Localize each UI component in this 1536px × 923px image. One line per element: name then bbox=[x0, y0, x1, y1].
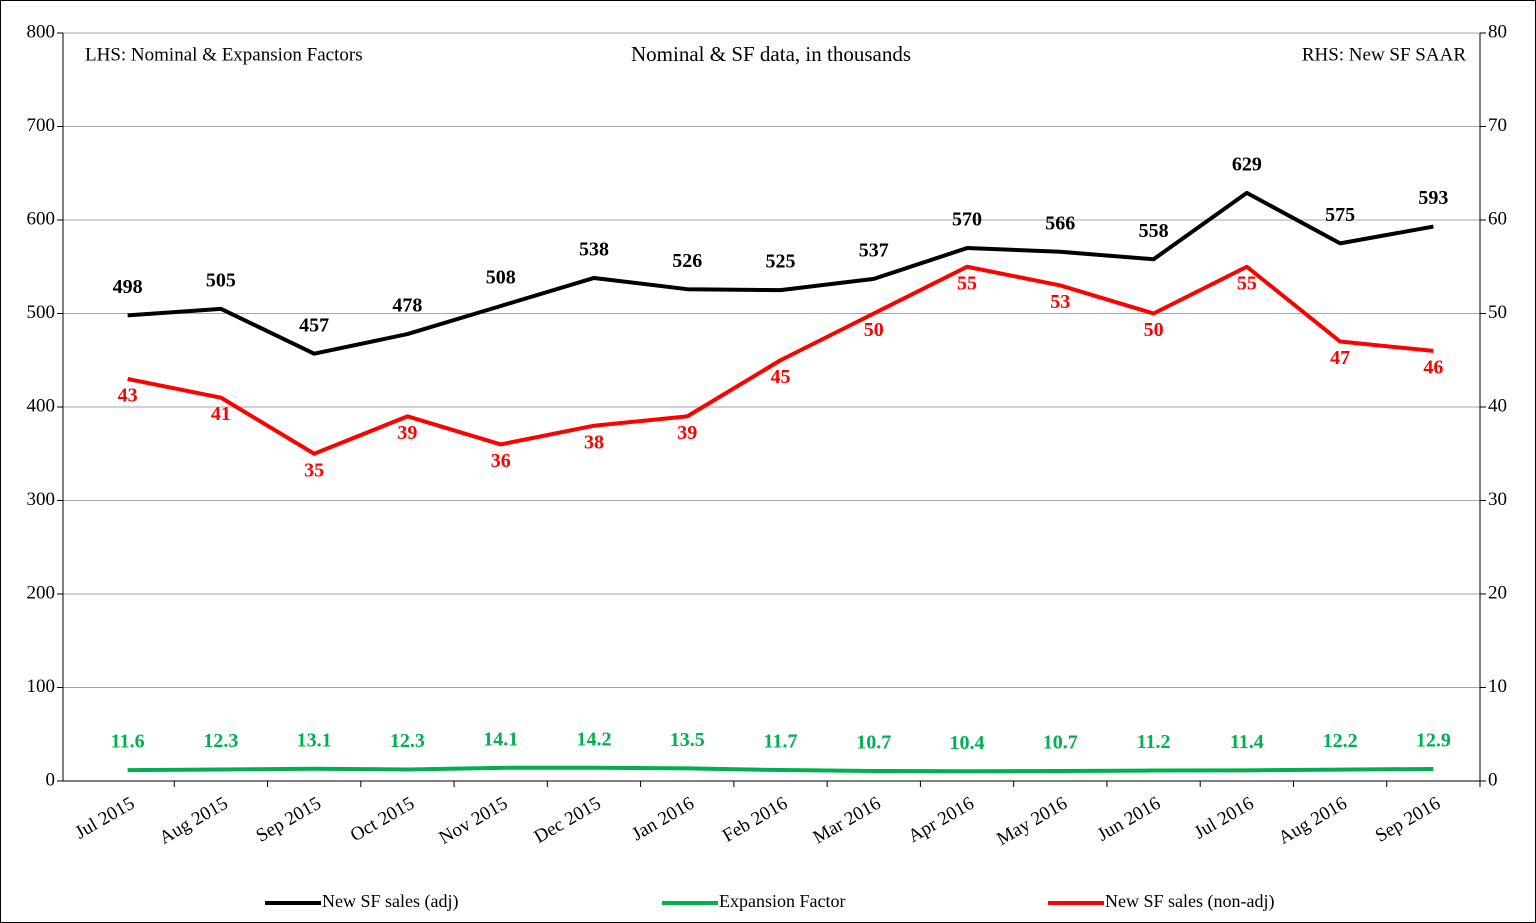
series-line bbox=[127, 264, 1434, 456]
data-label: 526 bbox=[672, 250, 702, 272]
legend-label: Expansion Factor bbox=[719, 891, 845, 911]
data-label: 11.6 bbox=[111, 731, 145, 753]
y-tick-label: 500 bbox=[27, 302, 56, 323]
data-label: 575 bbox=[1325, 204, 1355, 226]
y-tick-label: 100 bbox=[27, 676, 56, 697]
data-label: 55 bbox=[957, 272, 977, 294]
data-label: 41 bbox=[211, 403, 231, 425]
data-label: 10.7 bbox=[856, 732, 891, 754]
y2-tick-label: 80 bbox=[1488, 21, 1507, 42]
data-label: 566 bbox=[1045, 212, 1075, 234]
data-label: 38 bbox=[584, 431, 604, 453]
y2-tick-label: 10 bbox=[1488, 676, 1507, 697]
y-tick-label: 300 bbox=[27, 489, 56, 510]
data-label: 558 bbox=[1139, 220, 1169, 242]
y2-tick-label: 60 bbox=[1488, 208, 1507, 229]
data-label: 13.1 bbox=[297, 729, 332, 751]
data-label: 11.7 bbox=[764, 731, 798, 753]
legend-label: New SF sales (non-adj) bbox=[1105, 891, 1274, 912]
data-label: 55 bbox=[1237, 272, 1257, 294]
data-label: 36 bbox=[491, 450, 511, 472]
series-line bbox=[127, 190, 1434, 356]
y2-tick-label: 0 bbox=[1488, 769, 1498, 790]
y2-tick-label: 30 bbox=[1488, 489, 1507, 510]
y-tick-label: 800 bbox=[27, 21, 56, 42]
data-label: 47 bbox=[1330, 347, 1350, 369]
legend-label: New SF sales (adj) bbox=[322, 891, 458, 912]
data-label: 39 bbox=[677, 422, 697, 444]
data-label: 14.1 bbox=[483, 728, 518, 750]
data-label: 537 bbox=[859, 239, 889, 261]
y2-tick-label: 40 bbox=[1488, 395, 1507, 416]
annotation: LHS: Nominal & Expansion Factors bbox=[85, 44, 363, 65]
data-label: 11.2 bbox=[1137, 731, 1171, 753]
data-label: 43 bbox=[118, 385, 138, 407]
y-tick-label: 700 bbox=[27, 115, 56, 136]
data-label: 457 bbox=[299, 314, 329, 336]
data-label: 13.5 bbox=[670, 729, 705, 751]
data-label: 478 bbox=[392, 295, 422, 317]
y2-tick-label: 70 bbox=[1488, 115, 1507, 136]
data-label: 593 bbox=[1418, 187, 1448, 209]
series-line bbox=[127, 765, 1434, 774]
y-tick-label: 0 bbox=[46, 769, 56, 790]
data-label: 525 bbox=[766, 251, 796, 273]
data-label: 10.4 bbox=[950, 732, 985, 754]
data-label: 53 bbox=[1050, 291, 1070, 313]
data-label: 11.4 bbox=[1230, 731, 1264, 753]
data-label: 35 bbox=[304, 459, 324, 481]
data-label: 12.3 bbox=[203, 730, 238, 752]
data-label: 50 bbox=[864, 319, 884, 341]
data-label: 538 bbox=[579, 239, 609, 261]
annotation: RHS: New SF SAAR bbox=[1302, 44, 1467, 65]
data-label: 46 bbox=[1423, 356, 1443, 378]
data-label: 508 bbox=[486, 267, 516, 289]
data-label: 505 bbox=[206, 269, 236, 291]
data-label: 12.2 bbox=[1323, 730, 1358, 752]
data-label: 10.7 bbox=[1043, 732, 1078, 754]
y2-tick-label: 50 bbox=[1488, 302, 1507, 323]
y-tick-label: 400 bbox=[27, 395, 56, 416]
y2-tick-label: 20 bbox=[1488, 582, 1507, 603]
data-label: 45 bbox=[771, 366, 791, 388]
data-label: 570 bbox=[952, 209, 982, 231]
data-label: 14.2 bbox=[576, 728, 611, 750]
data-label: 629 bbox=[1232, 153, 1262, 175]
data-label: 12.3 bbox=[390, 730, 425, 752]
data-label: 39 bbox=[397, 422, 417, 444]
data-label: 50 bbox=[1144, 319, 1164, 341]
y-tick-label: 600 bbox=[27, 208, 56, 229]
y-tick-label: 200 bbox=[27, 582, 56, 603]
annotation: Nominal & SF data, in thousands bbox=[631, 42, 911, 66]
data-label: 12.9 bbox=[1416, 730, 1451, 752]
data-label: 498 bbox=[113, 276, 143, 298]
